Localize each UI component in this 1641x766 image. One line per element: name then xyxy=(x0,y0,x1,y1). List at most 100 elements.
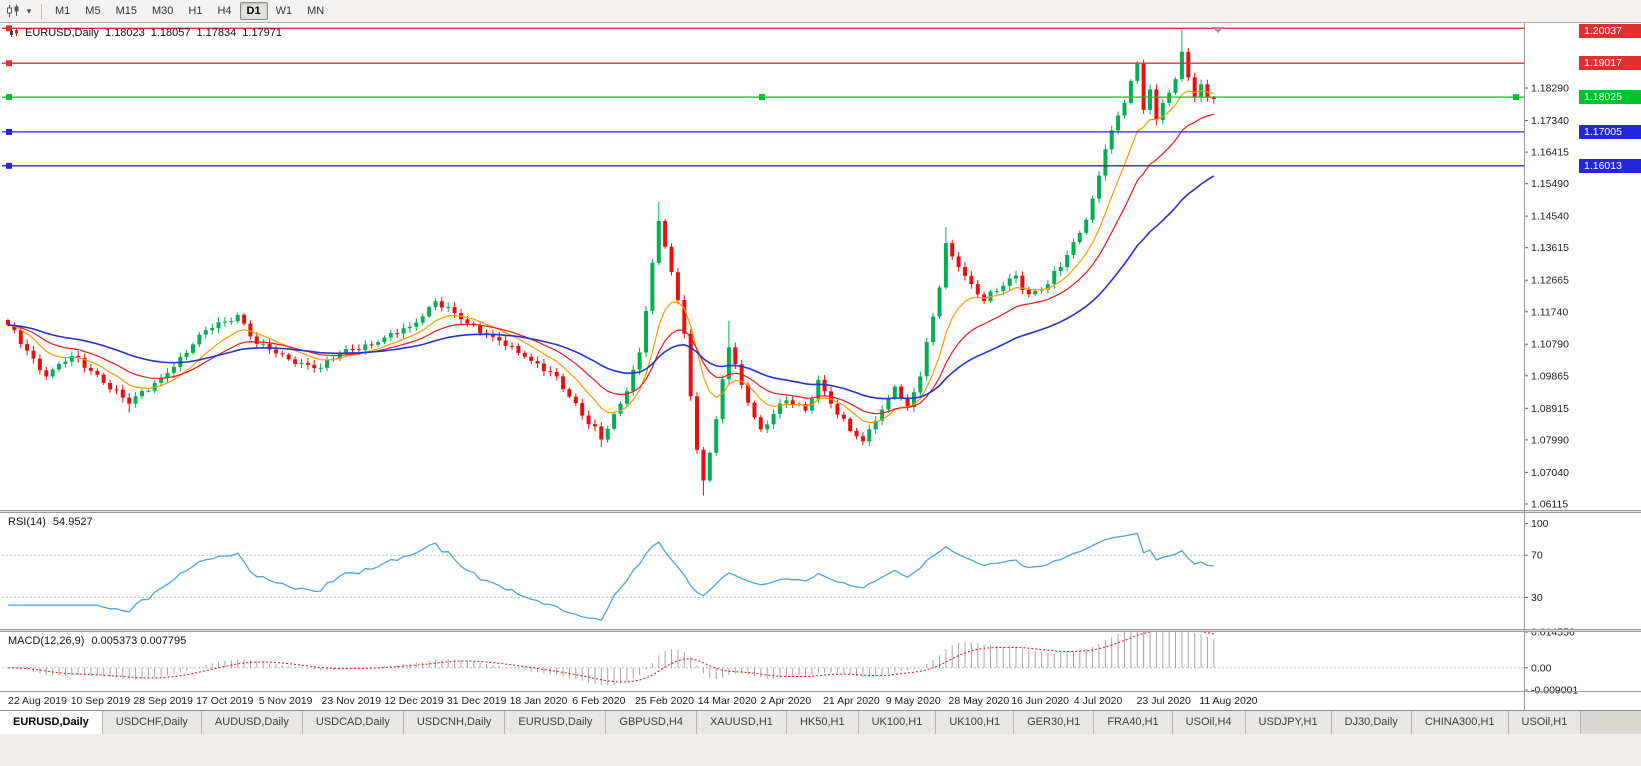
macd-histogram xyxy=(13,632,1215,686)
chart-tab-fra40-h1[interactable]: FRA40,H1 xyxy=(1094,711,1173,734)
chart-tab-china300-h1[interactable]: CHINA300,H1 xyxy=(1411,711,1509,734)
chart-tab-usdcnh-daily[interactable]: USDCNH,Daily xyxy=(403,711,506,734)
price-tick-label: 1.11740 xyxy=(1531,306,1568,318)
price-tick-label: 1.14540 xyxy=(1531,211,1569,223)
hline-handle[interactable] xyxy=(6,162,12,169)
chart-tab-uk100-h1[interactable]: UK100,H1 xyxy=(858,711,937,734)
date-label: 16 Jun 2020 xyxy=(1011,695,1069,707)
price-axis-ticks: 1.18290 1.17340 1.16415 1.15490 1.14540 1.136… xyxy=(1524,83,1569,511)
timeframe-buttons: M1 M5 M15 M30 H1 H4 D1 W1 MN xyxy=(48,2,331,20)
chart-tab-eurusd-daily[interactable]: EURUSD,Daily xyxy=(505,711,607,734)
ma-medium xyxy=(7,113,1214,415)
chart-tab-eurusd-daily[interactable]: EURUSD,Daily xyxy=(0,711,103,734)
price-tick-label: 1.13615 xyxy=(1531,242,1569,254)
chart-tab-hk50-h1[interactable]: HK50,H1 xyxy=(786,711,859,734)
hline-handle[interactable] xyxy=(6,60,12,67)
price-tick-label: 1.09865 xyxy=(1531,370,1569,382)
macd-label: MACD(12,26,9) 0.005373 0.007795 xyxy=(8,635,186,647)
quote-low: 1.17834 xyxy=(196,27,237,39)
date-label: 4 Jul 2020 xyxy=(1074,695,1123,707)
toolbar: ▾ M1 M5 M15 M30 H1 H4 D1 W1 MN xyxy=(0,0,1641,23)
chart-tab-uk100-h1[interactable]: UK100,H1 xyxy=(936,711,1015,734)
date-label: 6 Feb 2020 xyxy=(572,695,625,707)
date-label: 5 Nov 2019 xyxy=(259,695,313,707)
status-strip xyxy=(0,734,1641,766)
macd-tick-label: 0.014556 xyxy=(1531,627,1575,639)
chart-tab-gbpusd-h4[interactable]: GBPUSD,H4 xyxy=(606,711,697,734)
timeframe-button-m5[interactable]: M5 xyxy=(85,5,101,17)
date-label: 31 Dec 2019 xyxy=(447,695,507,707)
chart-tab-dj30-daily[interactable]: DJ30,Daily xyxy=(1331,711,1412,734)
timeframe-button-w1[interactable]: W1 xyxy=(275,5,293,17)
chart-tab-audusd-daily[interactable]: AUDUSD,Daily xyxy=(201,711,303,734)
quote-close: 1.17971 xyxy=(242,27,283,39)
date-label: 10 Sep 2019 xyxy=(71,695,131,707)
timeframe-button-m30[interactable]: M30 xyxy=(151,5,174,17)
price-tick-label: 1.08915 xyxy=(1531,403,1569,415)
macd-tick-label: 0.00 xyxy=(1531,662,1552,674)
chart-tab-usdcad-daily[interactable]: USDCAD,Daily xyxy=(302,711,404,734)
date-label: 21 Apr 2020 xyxy=(823,695,880,707)
price-tick-label: 1.16415 xyxy=(1531,147,1569,159)
price-tick-label: 1.15490 xyxy=(1531,178,1569,190)
chart-symbol-icon xyxy=(10,28,18,37)
date-label: 23 Nov 2019 xyxy=(322,695,382,707)
date-label: 14 Mar 2020 xyxy=(698,695,757,707)
date-label: 25 Feb 2020 xyxy=(635,695,694,707)
panel-splitter[interactable] xyxy=(0,629,1641,632)
date-label: 12 Dec 2019 xyxy=(384,695,444,707)
timeframe-button-m1[interactable]: M1 xyxy=(55,5,71,17)
price-tick-label: 1.06115 xyxy=(1531,499,1568,511)
rsi-line xyxy=(8,532,1214,621)
toolbar-separator xyxy=(41,3,42,19)
hline-handle[interactable] xyxy=(6,94,12,101)
timeframe-button-d1[interactable]: D1 xyxy=(239,2,268,20)
chart-tabs-bar: EURUSD,Daily USDCHF,Daily AUDUSD,Daily USDC… xyxy=(0,710,1641,734)
chart-tab-xauusd-h1[interactable]: XAUUSD,H1 xyxy=(696,711,787,734)
chart-tab-usoil-h4[interactable]: USOil,H4 xyxy=(1172,711,1246,734)
moving-averages-layer xyxy=(7,90,1215,424)
candlestick-chart-glyph xyxy=(7,4,19,17)
timeframe-button-m15[interactable]: M15 xyxy=(115,5,137,17)
time-axis-panel xyxy=(0,692,1641,710)
rsi-tick-label: 70 xyxy=(1531,550,1543,562)
date-label: 18 Jan 2020 xyxy=(510,695,568,707)
date-label: 22 Aug 2019 xyxy=(8,695,67,707)
quote-open: 1.18023 xyxy=(104,27,145,39)
hline-handle[interactable] xyxy=(759,94,765,101)
rsi-tick-label: 100 xyxy=(1531,518,1549,530)
date-label: 23 Jul 2020 xyxy=(1137,695,1191,707)
timeframe-button-mn[interactable]: MN xyxy=(307,5,325,17)
ma-slow xyxy=(7,175,1215,400)
chart-tab-usoil-h1[interactable]: USOil,H1 xyxy=(1508,711,1582,734)
hline-handle[interactable] xyxy=(6,25,12,32)
chart-title: EURUSD,Daily 1.18023 1.18057 1.17834 1.1… xyxy=(9,27,282,39)
date-label: 28 Sep 2019 xyxy=(133,695,193,707)
candles-layer xyxy=(6,29,1216,496)
chevron-down-icon[interactable]: ▾ xyxy=(26,5,32,16)
date-label: 9 May 2020 xyxy=(886,695,941,707)
timeframe-button-h4[interactable]: H4 xyxy=(217,5,232,17)
hline-handle[interactable] xyxy=(6,128,12,135)
macd-tick-label: -0.009001 xyxy=(1531,685,1578,697)
rsi-name: RSI(14) xyxy=(8,516,46,528)
chart-tab-usdjpy-h1[interactable]: USDJPY,H1 xyxy=(1245,711,1332,734)
horizontal-lines-layer xyxy=(2,25,1524,169)
hline-handle[interactable] xyxy=(1513,94,1519,101)
date-label: 11 Aug 2020 xyxy=(1199,695,1257,707)
price-tick-label: 1.18290 xyxy=(1531,83,1569,95)
rsi-panel[interactable] xyxy=(0,513,1524,629)
chart-tab-usdchf-daily[interactable]: USDCHF,Daily xyxy=(102,711,202,734)
chart-tab-ger30-h1[interactable]: GER30,H1 xyxy=(1014,711,1095,734)
rsi-label: RSI(14) 54.9527 xyxy=(8,516,93,528)
chart-symbol-period: EURUSD,Daily xyxy=(25,27,99,39)
macd-panel[interactable] xyxy=(0,632,1524,690)
panel-splitter[interactable] xyxy=(0,510,1641,513)
price-tick-label: 1.17340 xyxy=(1531,115,1569,127)
timeframe-button-h1[interactable]: H1 xyxy=(188,5,203,17)
shift-end-icon[interactable] xyxy=(1212,27,1224,33)
macd-values: 0.005373 0.007795 xyxy=(91,635,187,647)
candlestick-chart-icon[interactable] xyxy=(4,3,22,19)
